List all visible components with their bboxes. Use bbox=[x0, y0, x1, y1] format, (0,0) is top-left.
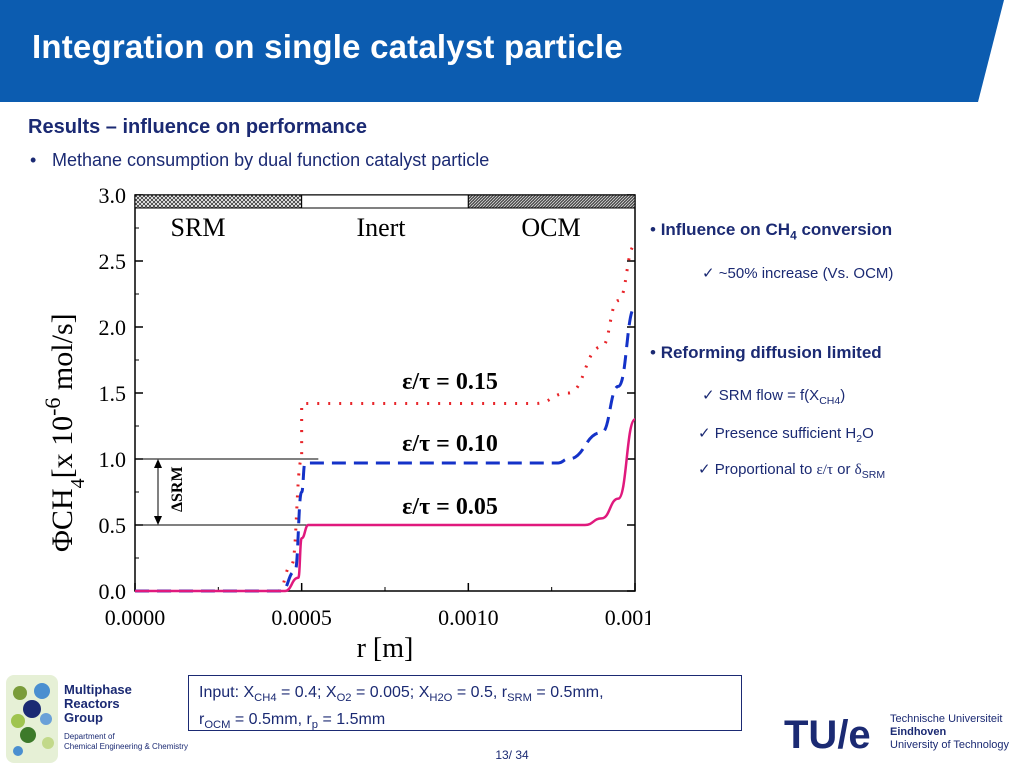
plot-frame bbox=[135, 195, 635, 591]
input-parameters-box: Input: XCH4 = 0.4; XO2 = 0.005; XH2O = 0… bbox=[188, 675, 742, 731]
check-or: or bbox=[833, 461, 855, 478]
heading-text: Reforming diffusion limited bbox=[661, 343, 882, 362]
heading-tail: conversion bbox=[797, 220, 892, 239]
series-line bbox=[135, 245, 635, 591]
check-srm-flow: ✓ SRM flow = f(XCH4) bbox=[702, 386, 845, 407]
delta-arrow-head-bottom bbox=[154, 516, 162, 525]
heading-text: Influence on CH bbox=[661, 220, 790, 239]
check-icon: ✓ bbox=[698, 425, 711, 442]
series-label: ε/τ = 0.15 bbox=[402, 369, 498, 395]
check-text-tail: O bbox=[862, 425, 874, 442]
point-ch4-conversion: • Influence on CH4 conversion bbox=[650, 220, 892, 242]
series-label: ε/τ = 0.05 bbox=[402, 494, 498, 520]
y-tick-label: 2.0 bbox=[99, 315, 127, 340]
check-text-tail: ) bbox=[840, 387, 845, 404]
point-reforming: • Reforming diffusion limited bbox=[650, 343, 882, 363]
x-tick-label: 0.0010 bbox=[438, 605, 499, 630]
y-tick-label: 2.5 bbox=[99, 249, 127, 274]
x-axis-label: r [m] bbox=[357, 633, 414, 664]
delta-symbol: δ bbox=[855, 462, 862, 478]
check-proportional: ✓ Proportional to ε/τ or δSRM bbox=[698, 460, 885, 481]
check-icon: ✓ bbox=[702, 265, 715, 282]
zone-label: OCM bbox=[521, 213, 580, 242]
zone-label: SRM bbox=[171, 213, 226, 242]
bullet-marker: • bbox=[30, 150, 52, 171]
y-tick-label: 0.5 bbox=[99, 513, 127, 538]
series-label: ε/τ = 0.10 bbox=[402, 431, 498, 457]
zone-bar-srm bbox=[135, 195, 302, 208]
y-tick-label: 1.0 bbox=[99, 447, 127, 472]
series-line bbox=[135, 307, 635, 591]
y-tick-label: 1.5 bbox=[99, 381, 127, 406]
zone-bar-inert bbox=[302, 195, 469, 208]
input-line-1: Input: XCH4 = 0.4; XO2 = 0.005; XH2O = 0… bbox=[199, 682, 731, 709]
zone-label: Inert bbox=[356, 213, 406, 242]
slide-title: Integration on single catalyst particle bbox=[32, 28, 623, 66]
x-tick-label: 0.0000 bbox=[105, 605, 166, 630]
check-icon: ✓ bbox=[698, 461, 711, 478]
epsilon-tau-symbol: ε/τ bbox=[816, 462, 833, 478]
section-subtitle: Results – influence on performance bbox=[28, 116, 367, 139]
zone-bar-ocm bbox=[468, 195, 635, 208]
methane-consumption-chart: 0.0 0.5 1.0 1.5 2.0 2.5 3.0 0.0000 0.0005 0.0010 0… bbox=[0, 180, 650, 670]
group-name: Multiphase Reactors Group bbox=[64, 683, 132, 725]
delta-arrow-head-top bbox=[154, 459, 162, 468]
input-line-2: rOCM = 0.5mm, rp = 1.5mm bbox=[199, 709, 731, 736]
check-sub: CH4 bbox=[819, 395, 840, 407]
main-bullet-text: Methane consumption by dual function cat… bbox=[52, 150, 489, 170]
check-text: SRM flow = f(X bbox=[719, 387, 819, 404]
tue-name: Technische Universiteit Eindhoven Univer… bbox=[890, 713, 1009, 752]
check-text: Proportional to bbox=[715, 461, 817, 478]
bullet-marker: • bbox=[650, 220, 656, 239]
check-increase: ✓ ~50% increase (Vs. OCM) bbox=[702, 264, 893, 282]
x-tick-label: 0.0005 bbox=[271, 605, 332, 630]
check-h2o: ✓ Presence sufficient H2O bbox=[698, 424, 874, 445]
x-tick-label: 0.0015 bbox=[605, 605, 650, 630]
heading-sub: 4 bbox=[790, 228, 797, 242]
bullet-marker: • bbox=[650, 343, 656, 362]
check-text: Presence sufficient H bbox=[715, 425, 856, 442]
check-sub: SRM bbox=[862, 469, 885, 481]
tue-logo-icon: TU/e bbox=[784, 712, 884, 754]
y-tick-label: 3.0 bbox=[99, 183, 127, 208]
tue-logo-text: TU/e bbox=[784, 713, 871, 754]
delta-srm-label: ΔSRM bbox=[169, 466, 186, 512]
series-line bbox=[135, 419, 635, 591]
check-icon: ✓ bbox=[702, 387, 715, 404]
main-bullet: • Methane consumption by dual function ca… bbox=[30, 150, 489, 171]
y-axis-label: ΦCH4[x 10-6 mol/s] bbox=[40, 313, 89, 552]
y-tick-label: 0.0 bbox=[99, 579, 127, 604]
check-text: ~50% increase (Vs. OCM) bbox=[719, 265, 894, 282]
